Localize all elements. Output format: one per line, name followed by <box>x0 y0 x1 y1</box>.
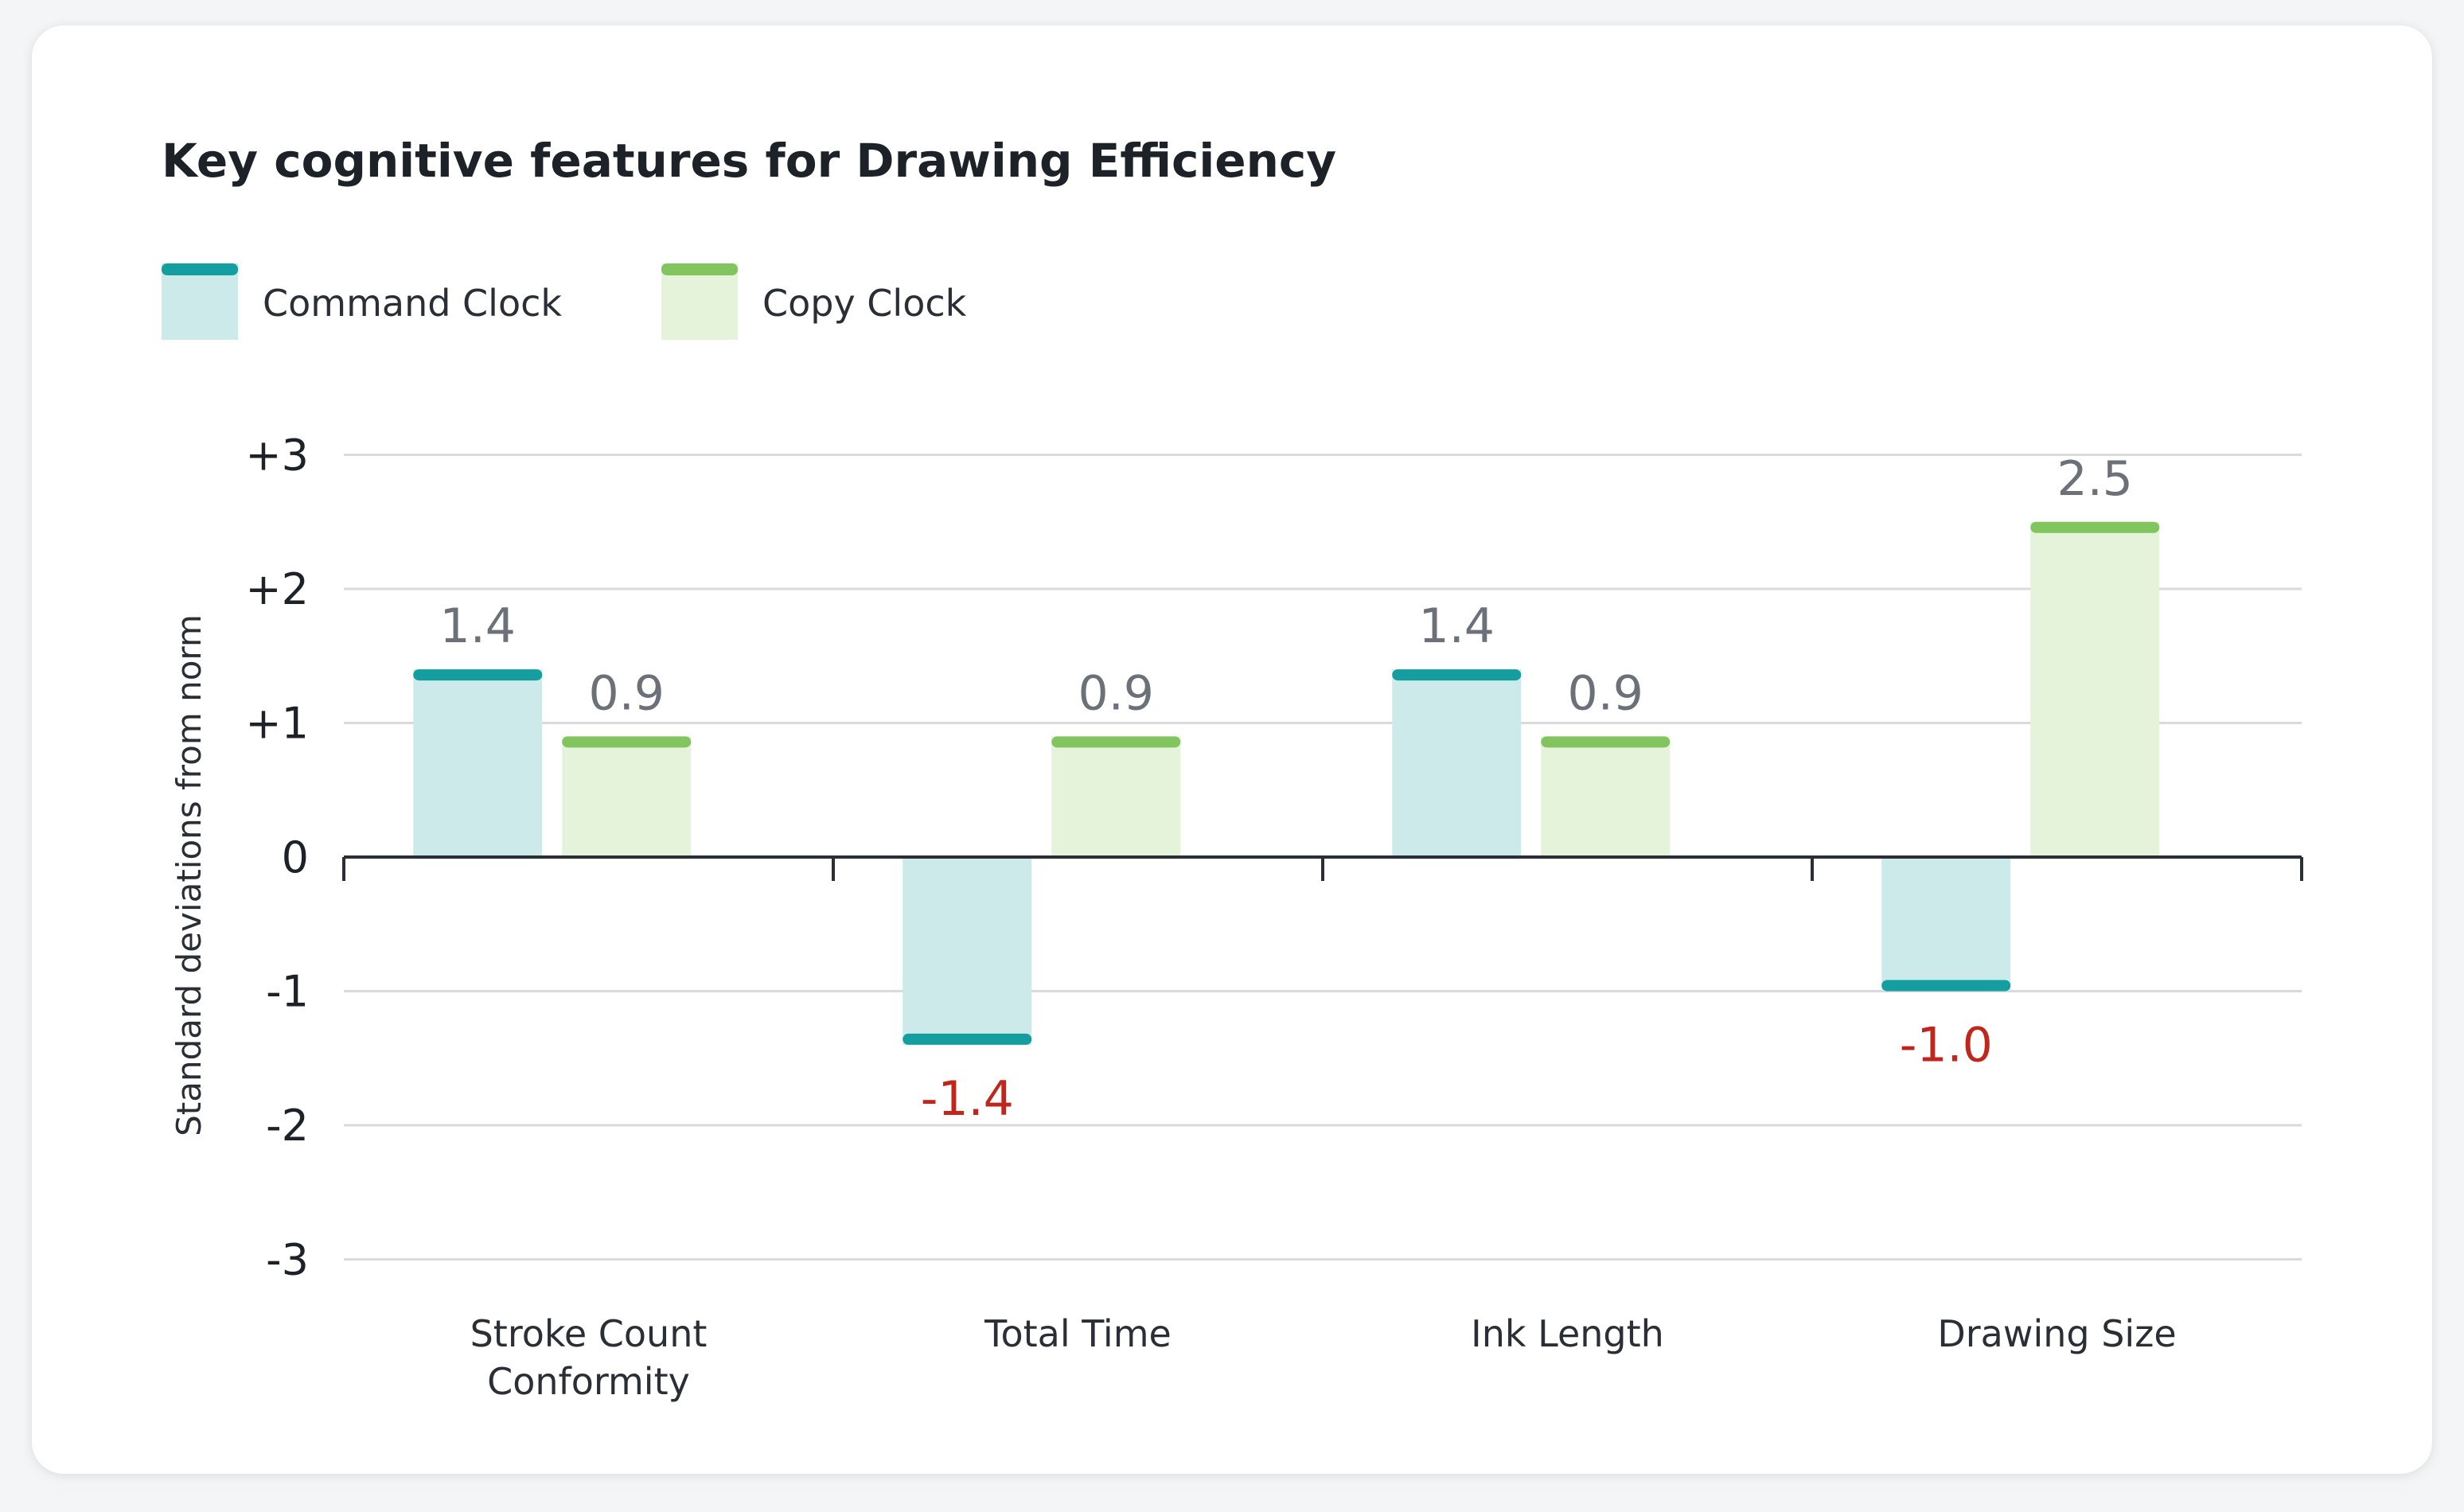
legend-cap-command-clock <box>162 263 238 275</box>
bar-cap-copy-clock <box>1541 736 1671 748</box>
y-tick-label: 0 <box>282 832 309 883</box>
bar-copy-clock <box>562 736 692 857</box>
bar-cap-command-clock <box>1392 669 1522 681</box>
legend-swatch-copy-clock <box>661 263 738 340</box>
bar-copy-clock <box>1541 736 1671 857</box>
value-label: 0.9 <box>589 665 665 721</box>
bar-cap-copy-clock <box>562 736 692 748</box>
bar-command-clock <box>1881 857 2011 992</box>
bar-cap-command-clock <box>413 669 543 681</box>
x-axis-ticks: Stroke Count Conformity Total Time Ink Leng… <box>470 1312 2177 1403</box>
value-label: -1.4 <box>921 1071 1014 1127</box>
y-axis-ticks: +3 +2 +1 0 -1 -2 -3 <box>245 431 309 1285</box>
category-label: Ink Length <box>1471 1312 1664 1355</box>
y-tick-label: +3 <box>245 431 309 481</box>
value-label: 0.9 <box>1078 665 1154 721</box>
bars <box>413 521 2160 1045</box>
value-label: -1.0 <box>1900 1018 1993 1074</box>
x-axis <box>342 855 2303 881</box>
bar-copy-clock <box>1051 736 1181 857</box>
legend-swatch-command-clock <box>162 263 238 340</box>
y-tick-label: -2 <box>266 1101 309 1151</box>
bar-copy-clock <box>2030 521 2160 857</box>
y-tick-label: -3 <box>266 1235 309 1285</box>
bar-command-clock <box>903 857 1032 1045</box>
category-label: Conformity <box>487 1360 690 1403</box>
y-tick-label: +2 <box>245 564 309 614</box>
chart-title: Key cognitive features for Drawing Effic… <box>162 134 1336 188</box>
value-labels: 1.4 -1.4 1.4 -1.0 0.9 0.9 0.9 2.5 <box>440 451 2133 1127</box>
category-label: Stroke Count <box>470 1312 708 1355</box>
bar-cap-command-clock <box>1881 980 2011 992</box>
y-tick-label: +1 <box>245 699 309 749</box>
category-label: Total Time <box>984 1312 1172 1355</box>
legend: Command Clock Copy Clock <box>162 263 967 340</box>
legend-cap-copy-clock <box>661 263 738 275</box>
legend-label-command-clock: Command Clock <box>263 282 562 325</box>
value-label: 1.4 <box>440 598 516 654</box>
bar-cap-command-clock <box>903 1033 1032 1045</box>
value-label: 0.9 <box>1568 665 1643 721</box>
bar-cap-copy-clock <box>1051 736 1181 748</box>
value-label: 2.5 <box>2057 451 2133 507</box>
y-tick-label: -1 <box>266 967 309 1017</box>
value-label: 1.4 <box>1419 598 1495 654</box>
bar-command-clock <box>413 669 543 857</box>
category-label: Drawing Size <box>1937 1312 2176 1355</box>
legend-label-copy-clock: Copy Clock <box>762 282 967 325</box>
y-axis-label: Standard deviations from norm <box>170 614 209 1136</box>
bar-command-clock <box>1392 669 1522 857</box>
bar-cap-copy-clock <box>2030 521 2160 533</box>
